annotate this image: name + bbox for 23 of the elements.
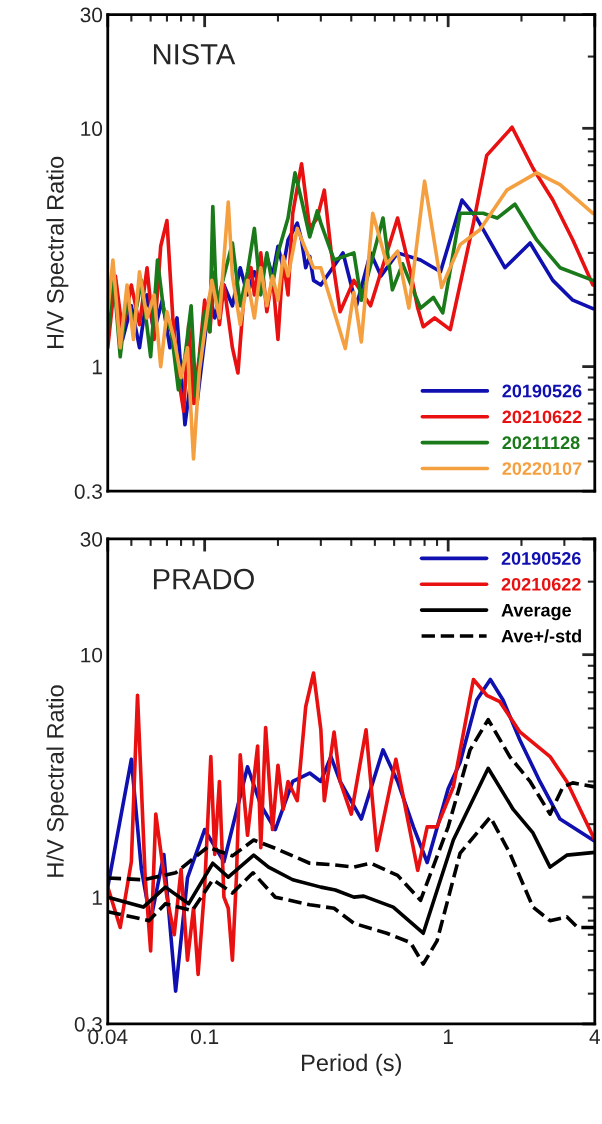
x-tick-label: 4 <box>589 1029 600 1044</box>
y-tick-label: 0.3 <box>74 484 102 499</box>
text: 20190526 <box>501 552 581 565</box>
y-tick-label: 1 <box>92 890 102 905</box>
legend-label: 20210622 <box>502 410 582 424</box>
legend-label: 20220107 <box>502 462 582 475</box>
y-axis-title: H/V Spectral Ratio <box>46 685 69 877</box>
legend-label: 20210622 <box>501 577 581 591</box>
text: PRADO <box>153 568 254 590</box>
text: NISTA <box>153 43 236 65</box>
legend-label: Average <box>501 603 572 621</box>
y-tick-label: 10 <box>81 647 103 663</box>
y-tick-label: 30 <box>80 531 103 547</box>
y-tick-label: 10 <box>81 121 103 137</box>
y-tick-label: 30 <box>80 7 103 23</box>
legend-label: Ave+/-std <box>501 629 581 643</box>
x-axis-title: Period (s) <box>302 1053 401 1076</box>
y-tick-label: 1 <box>92 359 102 375</box>
legend-label: 20211128 <box>502 436 580 450</box>
legend-label: 20190526 <box>502 384 582 398</box>
x-tick-label: 1 <box>443 1029 453 1044</box>
x-tick-label: 0.1 <box>190 1029 219 1045</box>
y-axis-title: H/V Spectral Ratio <box>46 156 69 349</box>
